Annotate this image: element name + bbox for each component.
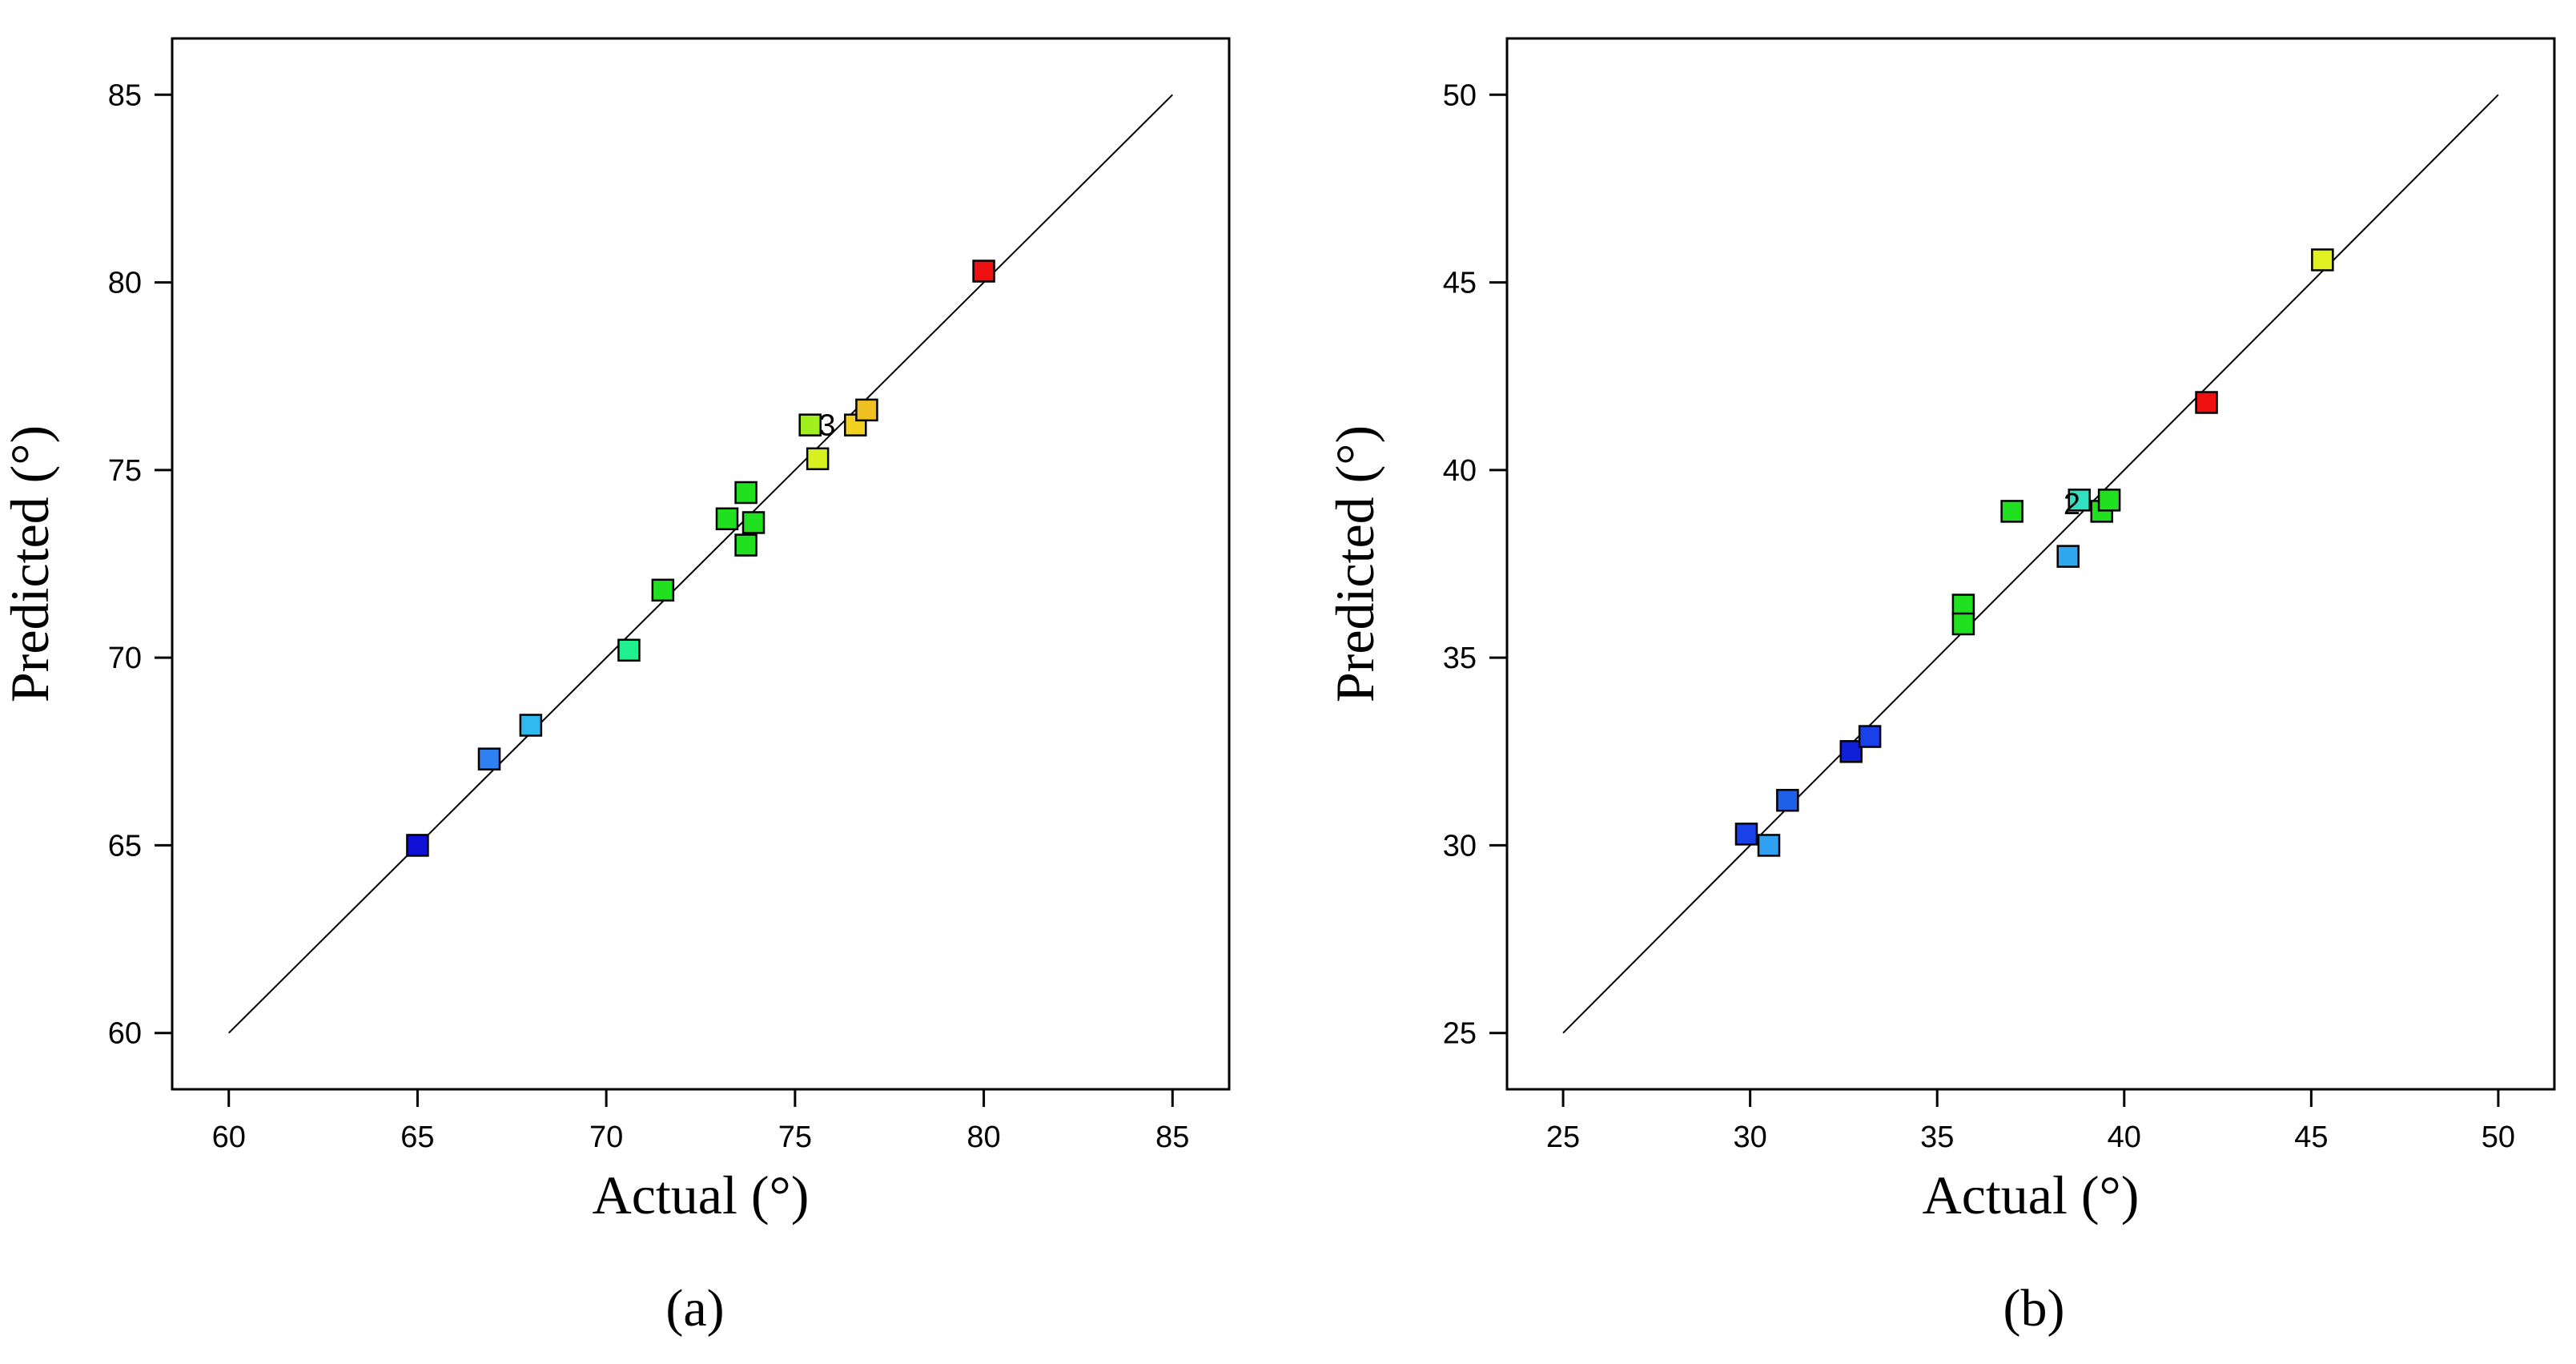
chart-a-data-point-10 bbox=[798, 413, 822, 437]
chart-b-data-point-1 bbox=[1734, 823, 1758, 846]
chart-a-x-tick-label-75: 75 bbox=[778, 1121, 812, 1154]
chart-a-data-point-11 bbox=[806, 447, 830, 471]
chart-b-x-tick-label-40: 40 bbox=[2108, 1121, 2141, 1154]
chart-b-data-point-14 bbox=[2311, 248, 2334, 272]
chart-a-x-tick-label-80: 80 bbox=[967, 1121, 1000, 1154]
chart-a-plot-frame bbox=[171, 37, 1231, 1091]
chart-b-data-point-2 bbox=[1757, 834, 1781, 857]
chart-a-y-tick-label-65: 65 bbox=[108, 829, 142, 863]
chart-a-y-tick-label-80: 80 bbox=[108, 267, 142, 300]
chart-a-y-tick-label-85: 85 bbox=[108, 78, 142, 112]
chart-a-y-axis-title: Predicted (°) bbox=[0, 425, 60, 702]
chart-b-data-point-5 bbox=[1858, 725, 1882, 748]
chart-a-x-axis-title: Actual (°) bbox=[593, 1165, 810, 1225]
chart-a-caption: (a) bbox=[665, 1279, 724, 1338]
chart-b-data-point-13 bbox=[2195, 391, 2218, 414]
chart-b: 25 30 35 40 45 50 25 30 35 40 45 50 2 Actual (°) Predi… bbox=[1324, 37, 2556, 1338]
chart-b-y-tick-label-35: 35 bbox=[1443, 642, 1477, 675]
chart-b-data-point-9 bbox=[2056, 545, 2080, 568]
chart-b-y-tick-label-25: 25 bbox=[1443, 1017, 1477, 1051]
chart-a-annotation-1: 3 bbox=[818, 409, 835, 443]
chart-b-data-point-7 bbox=[1951, 612, 1975, 636]
chart-a-x-tick-label-85: 85 bbox=[1155, 1121, 1189, 1154]
chart-b-y-axis-title: Predicted (°) bbox=[1324, 425, 1385, 702]
chart-b-data-point-3 bbox=[1776, 788, 1799, 812]
chart-b-data-point-6 bbox=[1951, 593, 1975, 617]
chart-a-data-point-13 bbox=[855, 398, 878, 422]
chart-b-y-tick-label-45: 45 bbox=[1443, 267, 1477, 300]
chart-b-data-point-10 bbox=[2068, 489, 2091, 512]
chart-b-x-tick-label-50: 50 bbox=[2482, 1121, 2515, 1154]
chart-a-y-tick-label-75: 75 bbox=[108, 454, 142, 488]
chart-b-data-point-8 bbox=[2000, 500, 2023, 523]
chart-a-data-point-1 bbox=[406, 834, 429, 857]
chart-b-annotation-1: 2 bbox=[2064, 488, 2080, 521]
chart-a-data-point-3 bbox=[519, 714, 543, 737]
chart-b-data-point-12 bbox=[2097, 489, 2121, 512]
chart-a-data-point-7 bbox=[734, 481, 758, 505]
chart-b-x-axis-title: Actual (°) bbox=[1923, 1165, 2140, 1225]
chart-a-data-point-5 bbox=[651, 578, 675, 602]
chart-a-x-tick-label-65: 65 bbox=[400, 1121, 434, 1154]
chart-b-x-tick-label-25: 25 bbox=[1546, 1121, 1580, 1154]
chart-b-reference-line bbox=[1562, 94, 2499, 1034]
chart-b-data-point-4 bbox=[1839, 740, 1863, 763]
chart-a-y-tick-label-70: 70 bbox=[108, 642, 142, 675]
chart-a-data-point-2 bbox=[477, 747, 501, 771]
chart-b-plot-frame bbox=[1505, 37, 2556, 1091]
chart-a-data-point-9 bbox=[741, 511, 766, 534]
chart-a: 60 65 70 75 80 85 60 65 70 75 80 85 3 Actual (°) Predi… bbox=[0, 37, 1231, 1338]
chart-a-data-point-14 bbox=[972, 260, 995, 283]
chart-b-x-tick-label-35: 35 bbox=[1920, 1121, 1954, 1154]
chart-a-data-point-4 bbox=[617, 638, 641, 662]
chart-b-x-tick-label-30: 30 bbox=[1734, 1121, 1767, 1154]
chart-b-y-tick-label-50: 50 bbox=[1443, 78, 1477, 112]
chart-a-x-tick-label-60: 60 bbox=[212, 1121, 246, 1154]
chart-a-x-tick-label-70: 70 bbox=[589, 1121, 623, 1154]
chart-b-caption: (b) bbox=[2003, 1279, 2065, 1338]
chart-b-y-tick-label-30: 30 bbox=[1443, 829, 1477, 863]
chart-a-data-point-6 bbox=[715, 507, 739, 531]
chart-a-y-tick-label-60: 60 bbox=[108, 1017, 142, 1051]
chart-b-x-tick-label-45: 45 bbox=[2294, 1121, 2328, 1154]
chart-a-data-point-8 bbox=[734, 533, 758, 557]
chart-b-y-tick-label-40: 40 bbox=[1443, 454, 1477, 488]
chart-a-reference-line bbox=[228, 94, 1173, 1034]
